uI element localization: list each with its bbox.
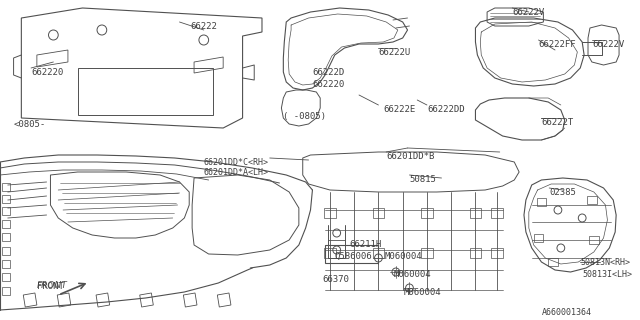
Text: 66211H: 66211H — [349, 240, 381, 249]
Text: 66201DD*B: 66201DD*B — [386, 152, 435, 161]
Text: M060004: M060004 — [394, 270, 431, 279]
Text: 66222D: 66222D — [312, 68, 345, 77]
Text: ( -0805): ( -0805) — [284, 112, 326, 121]
Text: 50813I<LH>: 50813I<LH> — [582, 270, 632, 279]
Bar — [325, 245, 378, 263]
Text: 66370: 66370 — [322, 275, 349, 284]
Text: 66222V: 66222V — [592, 40, 624, 49]
Text: 66201DD*A<LH>: 66201DD*A<LH> — [204, 168, 269, 177]
Text: 66222E: 66222E — [383, 105, 415, 114]
Text: 662220: 662220 — [31, 68, 63, 77]
Text: 66222DD: 66222DD — [427, 105, 465, 114]
Text: <0805-: <0805- — [13, 120, 46, 129]
Text: 66222FF: 66222FF — [538, 40, 576, 49]
Text: M060004: M060004 — [404, 288, 441, 297]
Text: Q586006: Q586006 — [335, 252, 372, 261]
Text: FRONT: FRONT — [37, 282, 64, 291]
Text: 66222: 66222 — [190, 22, 217, 31]
Text: 66222V: 66222V — [513, 8, 545, 17]
Text: 66222U: 66222U — [378, 48, 411, 57]
Text: 50815: 50815 — [410, 175, 436, 184]
Text: FRONT: FRONT — [37, 281, 68, 290]
Text: M060004: M060004 — [384, 252, 422, 261]
Text: 662220: 662220 — [312, 80, 345, 89]
Text: A660001364: A660001364 — [541, 308, 591, 317]
Text: 50813N<RH>: 50813N<RH> — [580, 258, 630, 267]
Text: 66222T: 66222T — [541, 118, 573, 127]
Text: 02385: 02385 — [549, 188, 576, 197]
Text: 66201DD*C<RH>: 66201DD*C<RH> — [204, 158, 269, 167]
